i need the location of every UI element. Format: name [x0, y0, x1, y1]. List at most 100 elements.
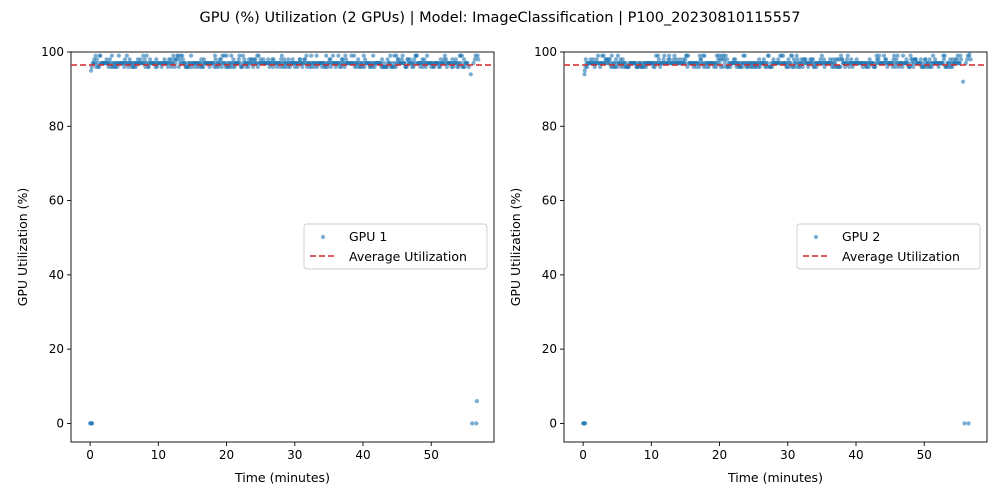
data-point [267, 64, 272, 69]
data-point [207, 64, 212, 69]
data-point [328, 64, 333, 69]
data-point [582, 68, 587, 73]
data-point [806, 64, 811, 69]
data-point [298, 57, 303, 62]
data-point [266, 57, 271, 62]
data-point [818, 57, 823, 62]
y-tick-label: 40 [49, 268, 64, 282]
data-point [224, 53, 229, 58]
data-point [583, 421, 588, 426]
data-point [240, 53, 245, 58]
data-point [757, 64, 762, 69]
data-point [803, 57, 808, 62]
data-point [959, 57, 964, 62]
data-point [894, 57, 899, 62]
data-point [400, 53, 405, 58]
data-point [475, 53, 480, 58]
data-point [165, 64, 170, 69]
legend-label-average: Average Utilization [842, 249, 960, 264]
data-point [142, 57, 147, 62]
data-point [138, 57, 143, 62]
data-point [211, 61, 216, 66]
data-point [109, 53, 114, 58]
data-point [733, 57, 738, 62]
data-point [423, 64, 428, 69]
data-point [361, 53, 366, 58]
data-point [615, 64, 620, 69]
y-tick-label: 0 [549, 416, 557, 430]
data-point [838, 53, 844, 58]
data-point [324, 53, 329, 58]
data-point [411, 64, 416, 69]
data-point [474, 399, 479, 404]
data-point [609, 53, 614, 58]
data-point [920, 61, 926, 66]
y-tick-label: 40 [542, 268, 557, 282]
data-point [742, 53, 747, 58]
data-point [431, 64, 437, 69]
data-point [895, 53, 900, 58]
data-point [328, 57, 333, 62]
data-point [582, 72, 587, 77]
data-point [819, 53, 825, 58]
data-point [352, 53, 357, 58]
data-point [840, 57, 845, 62]
data-point [333, 64, 338, 69]
data-point [173, 61, 178, 66]
data-point [607, 57, 612, 62]
data-point [822, 64, 827, 69]
data-point [765, 61, 770, 66]
data-point [658, 64, 663, 69]
x-tick-label: 10 [151, 448, 166, 462]
data-point [927, 57, 932, 62]
data-point [172, 64, 177, 69]
data-point [154, 64, 160, 69]
data-point [942, 53, 947, 58]
x-tick-label: 20 [712, 448, 727, 462]
y-tick-label: 60 [49, 194, 64, 208]
data-point [133, 64, 138, 69]
data-point [788, 61, 793, 66]
data-point [780, 53, 786, 58]
data-point [229, 53, 234, 58]
data-point [794, 53, 799, 58]
x-tick-label: 30 [287, 448, 302, 462]
data-point [271, 57, 276, 62]
y-axis-label: GPU Utilization (%) [508, 188, 523, 307]
data-point [662, 53, 667, 58]
data-point [176, 64, 181, 69]
data-point [422, 57, 427, 62]
data-point [444, 64, 449, 69]
data-point [96, 64, 102, 69]
data-point [256, 53, 261, 58]
data-point [148, 57, 153, 62]
data-point [596, 53, 601, 58]
data-point [966, 421, 971, 426]
data-point [908, 53, 913, 58]
data-point [162, 57, 167, 62]
data-point [661, 57, 666, 62]
data-point [115, 64, 120, 69]
data-point [343, 53, 348, 58]
data-point [761, 57, 767, 62]
y-tick-label: 100 [534, 45, 557, 59]
data-point [717, 61, 722, 66]
data-point [847, 64, 852, 69]
data-point [786, 57, 791, 62]
data-point [98, 53, 103, 58]
x-tick-label: 40 [848, 448, 863, 462]
data-point [438, 64, 443, 69]
data-point [453, 57, 458, 62]
data-point [686, 53, 691, 58]
data-point [304, 53, 309, 58]
data-point [168, 57, 173, 62]
data-point [706, 64, 711, 69]
data-point [356, 57, 361, 62]
data-point [444, 57, 449, 62]
data-point [216, 64, 221, 69]
data-point [613, 57, 619, 62]
x-tick-label: 0 [579, 448, 587, 462]
data-point [702, 53, 707, 58]
data-point [963, 61, 968, 66]
data-point [866, 64, 872, 69]
